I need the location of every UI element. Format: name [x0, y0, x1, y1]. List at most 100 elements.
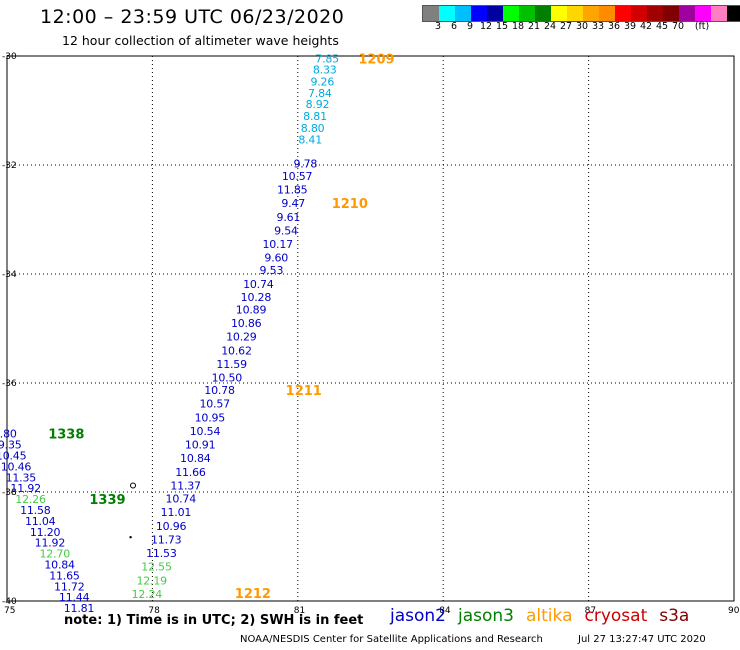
color-tick-label: 21: [527, 21, 541, 32]
wave-height-value: 12.26: [15, 493, 46, 506]
location-marker: [129, 536, 132, 539]
wave-height-value: 12.19: [136, 574, 167, 587]
wave-height-value: 8.92: [306, 98, 330, 111]
wave-height-value: 11.37: [170, 479, 201, 492]
color-swatch-15: [663, 6, 679, 21]
wave-height-value: 11.72: [54, 580, 85, 593]
location-marker: [130, 482, 137, 489]
wave-height-value: 11.73: [151, 533, 182, 546]
wave-height-value: 9.26: [310, 76, 334, 89]
color-swatch-9: [567, 6, 583, 21]
wave-height-value: 11.66: [175, 466, 206, 479]
wave-height-value: 11.01: [161, 506, 192, 519]
timestamp: Jul 27 13:27:47 UTC 2020: [578, 634, 706, 645]
color-swatch-8: [551, 6, 567, 21]
y-tick-label: -36: [2, 379, 17, 389]
color-swatch-1: [439, 6, 455, 21]
color-swatch-4: [487, 6, 503, 21]
map-subtitle: 12 hour collection of altimeter wave hei…: [62, 33, 339, 48]
color-swatch-10: [583, 6, 599, 21]
color-swatch-3: [471, 6, 487, 21]
color-swatch-5: [503, 6, 519, 21]
color-swatch-6: [519, 6, 535, 21]
wave-height-value: 10.45: [0, 449, 27, 462]
axis-tick-labels: 75 78 81 84 87 90 -30 -32 -34 -36 -38 -40: [2, 52, 740, 616]
wave-height-value: 8.80: [301, 122, 325, 135]
x-tick-label: 81: [294, 606, 305, 616]
wave-height-value: 10.78: [204, 384, 235, 397]
color-tick-label: (ft): [694, 21, 710, 32]
wave-height-value: 10.84: [44, 558, 75, 571]
pass-time-label: 1338: [48, 428, 84, 443]
wave-height-value: 12.24: [132, 588, 163, 601]
y-tick-label: -34: [2, 270, 17, 280]
wave-height-value: 11.53: [146, 547, 177, 560]
color-swatch-0: [423, 6, 439, 21]
pass-time-label: 1339: [89, 493, 125, 508]
wave-height-value: 11.92: [10, 482, 41, 495]
legend-altika: altika: [526, 606, 573, 626]
pass-time-label: 1212: [235, 587, 271, 602]
color-tick-label: 24: [543, 21, 557, 32]
wave-height-value: 10.95: [195, 411, 226, 424]
legend-jason2: jason2: [390, 606, 446, 626]
color-tick-label: 9: [466, 21, 474, 32]
x-tick-label: 90: [728, 606, 740, 616]
color-tick-label: 6: [450, 21, 458, 32]
y-tick-label: -38: [2, 488, 17, 498]
wave-height-value: 10.96: [156, 520, 187, 533]
color-swatch-17: [695, 6, 711, 21]
legend-cryosat: cryosat: [584, 606, 648, 626]
wave-height-value: 11.92: [35, 537, 66, 550]
x-tick-label: 87: [585, 606, 596, 616]
color-tick-label: 3: [434, 21, 442, 32]
wave-height-value: 9.47: [281, 197, 305, 210]
wave-height-value: 11.04: [25, 515, 56, 528]
wave-height-value: 10.57: [199, 398, 230, 411]
color-swatch-12: [615, 6, 631, 21]
wave-height-value: 7.84: [308, 87, 332, 100]
wave-height-value: 10.29: [226, 331, 257, 344]
wave-height-value: 7.85: [315, 53, 339, 66]
color-tick-label: 18: [511, 21, 525, 32]
wave-height-value: 9.35: [0, 439, 22, 452]
wave-height-value: 10.74: [243, 278, 274, 291]
wave-height-value: 11.59: [216, 358, 247, 371]
wave-height-value: 12.70: [40, 548, 71, 561]
color-tick-label: 45: [655, 21, 669, 32]
wave-height-value: 11.81: [64, 602, 95, 615]
wave-height-value: 11.20: [30, 526, 61, 539]
wave-height-value: 9.54: [274, 224, 298, 237]
wave-height-value: 10.46: [1, 460, 32, 473]
color-scale-ticks: 3 6 9 12 15 18 21 24 27 30 33 36 39 42 45 70 (ft): [422, 21, 740, 33]
wave-height-value: 10.91: [185, 439, 216, 452]
x-tick-label: 84: [439, 606, 451, 616]
plot-frame: [6, 55, 735, 602]
wave-height-value: 9.78: [293, 157, 317, 170]
wave-height-value: 8.33: [313, 64, 337, 77]
legend-s3a: s3a: [659, 606, 690, 626]
color-swatch-16: [679, 6, 695, 21]
wave-height-value: 8.41: [298, 133, 322, 146]
wave-height-value: 9.61: [277, 211, 301, 224]
color-swatch-7: [535, 6, 551, 21]
wave-height-value: 10.89: [236, 303, 267, 316]
legend-jason3: jason3: [458, 606, 514, 626]
y-tick-label: -32: [2, 161, 17, 171]
wave-height-value: 10.28: [241, 291, 272, 304]
color-swatch-14: [647, 6, 663, 21]
color-swatch-13: [631, 6, 647, 21]
pass-time-label: 1209: [358, 53, 394, 68]
wave-height-value: 10.84: [180, 452, 211, 465]
color-tick-label: 27: [559, 21, 573, 32]
wave-height-value: 10.54: [190, 425, 221, 438]
pass-time-label: 1210: [332, 197, 368, 212]
color-tick-label: 42: [639, 21, 653, 32]
wave-height-value: 10.50: [212, 372, 243, 385]
map-title: 12:00 – 23:59 UTC 06/23/2020: [40, 6, 345, 28]
units-note: note: 1) Time is in UTC; 2) SWH is in fe…: [64, 613, 364, 628]
wave-height-value: 11.35: [6, 471, 37, 484]
color-scale-bar: [422, 5, 740, 22]
wave-height-value: 9.53: [260, 264, 284, 277]
wave-height-value: 10.57: [282, 170, 313, 183]
